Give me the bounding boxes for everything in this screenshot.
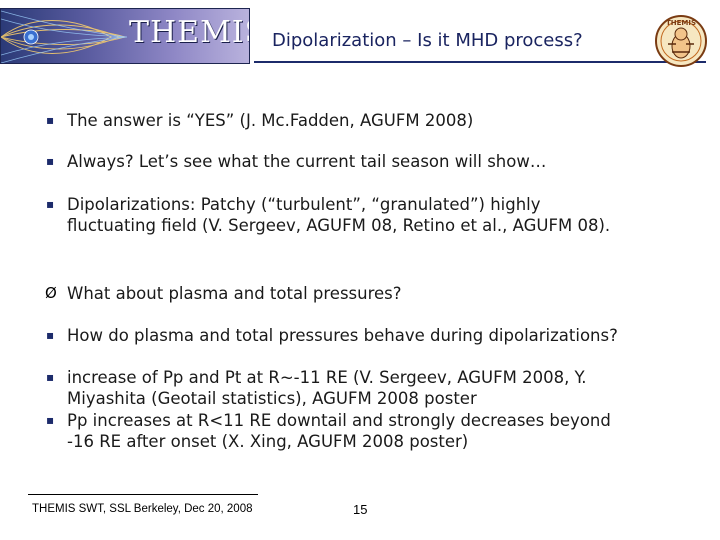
bullet-text: How do plasma and total pressures behave… (67, 326, 618, 345)
list-item: ▪ Always? Let’s see what the current tai… (46, 151, 546, 172)
bullet-text: What about plasma and total pressures? (67, 284, 402, 303)
list-item: Ø What about plasma and total pressures? (45, 283, 402, 304)
bullet-marker: ▪ (46, 328, 55, 342)
bullet-text: increase of Pp and Pt at R~-11 RE (V. Se… (67, 368, 587, 408)
themis-mascot-logo: THEMIS (655, 15, 707, 67)
themis-logo: THEMIS (0, 8, 250, 64)
page-number: 15 (353, 502, 368, 517)
slide-title: Dipolarization – Is it MHD process? (272, 30, 583, 51)
bullet-marker: ▪ (46, 154, 55, 168)
arrow-bullet-marker: Ø (45, 284, 57, 302)
bullet-marker: ▪ (46, 413, 55, 427)
svg-text:THEMIS: THEMIS (666, 19, 696, 27)
bullet-marker: ▪ (46, 197, 55, 211)
bullet-text: Always? Let’s see what the current tail … (67, 152, 547, 171)
list-item: ▪ increase of Pp and Pt at R~-11 RE (V. … (46, 367, 667, 409)
footer-divider (28, 494, 258, 495)
logo-wordmark: THEMIS (129, 15, 249, 50)
list-item: ▪ The answer is “YES” (J. Mc.Fadden, AGU… (46, 110, 473, 131)
bullet-text: Dipolarizations: Patchy (“turbulent”, “g… (67, 195, 611, 235)
magnetosphere-swirl-graphic (1, 10, 128, 63)
bullet-text: Pp increases at R<11 RE downtail and str… (67, 411, 611, 451)
footer-text: THEMIS SWT, SSL Berkeley, Dec 20, 2008 (32, 503, 253, 515)
list-item: ▪ Dipolarizations: Patchy (“turbulent”, … (46, 194, 627, 236)
bullet-marker: ▪ (46, 370, 55, 384)
bullet-text: The answer is “YES” (J. Mc.Fadden, AGUFM… (67, 111, 474, 130)
list-item: ▪ Pp increases at R<11 RE downtail and s… (46, 410, 627, 452)
title-underline (254, 61, 706, 63)
bullet-marker: ▪ (46, 113, 55, 127)
list-item: ▪ How do plasma and total pressures beha… (46, 325, 647, 346)
